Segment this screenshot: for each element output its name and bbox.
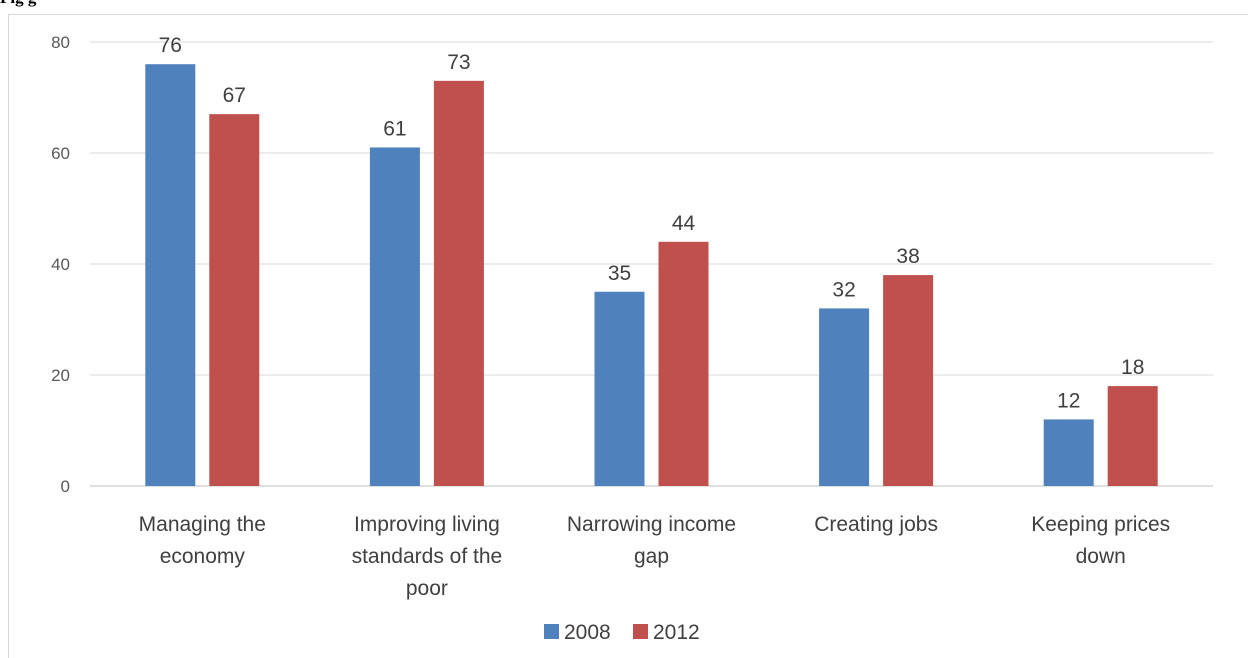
category-label: economy (160, 545, 246, 568)
bar-2012 (883, 275, 934, 486)
category-label: standards of the (352, 545, 503, 568)
data-label: 76 (159, 34, 182, 57)
bar-2008 (1043, 419, 1094, 486)
legend-label: 2012 (653, 621, 700, 644)
category-label: down (1076, 545, 1126, 568)
data-label: 38 (896, 245, 919, 268)
category-label: poor (406, 577, 448, 600)
category-labels: Managing the economy Improving living stand… (139, 513, 1170, 600)
data-labels: 76 67 61 73 35 44 32 38 12 18 (159, 34, 1145, 412)
bar-2012 (209, 114, 260, 487)
bar-2008 (145, 64, 196, 486)
data-label: 32 (832, 278, 855, 301)
bar-2012 (658, 241, 709, 486)
y-tick-label: 80 (51, 33, 70, 52)
y-tick-label: 60 (51, 144, 70, 163)
category-label: gap (634, 545, 669, 568)
category-label: Improving living (354, 513, 500, 536)
data-label: 61 (383, 117, 406, 140)
legend: 2008 2012 (544, 621, 700, 644)
bar-2008 (369, 147, 420, 486)
bar-2008 (594, 291, 645, 486)
bar-2012 (433, 80, 484, 486)
data-label: 73 (447, 51, 470, 74)
legend-swatch (633, 624, 648, 639)
category-label: Creating jobs (814, 513, 938, 536)
bars (145, 64, 1158, 487)
gridlines (90, 41, 1213, 487)
data-label: 67 (223, 84, 246, 107)
data-label: 18 (1121, 356, 1144, 379)
legend-label: 2008 (564, 621, 611, 644)
figure-heading-partial: Fig g (0, 0, 36, 8)
data-label: 35 (608, 262, 631, 285)
y-tick-label: 20 (51, 366, 70, 385)
data-label: 12 (1057, 389, 1080, 412)
chart-frame (8, 14, 1248, 658)
category-label: Managing the (139, 513, 266, 536)
category-label: Keeping prices (1031, 513, 1170, 536)
data-label: 44 (672, 212, 696, 235)
y-tick-label: 0 (61, 477, 70, 496)
y-tick-label: 40 (51, 255, 70, 274)
legend-swatch (544, 624, 559, 639)
category-label: Narrowing income (567, 513, 736, 536)
y-axis-ticks: 0 20 40 60 80 (51, 33, 70, 496)
bar-2012 (1107, 386, 1158, 486)
bar-2008 (819, 308, 870, 486)
